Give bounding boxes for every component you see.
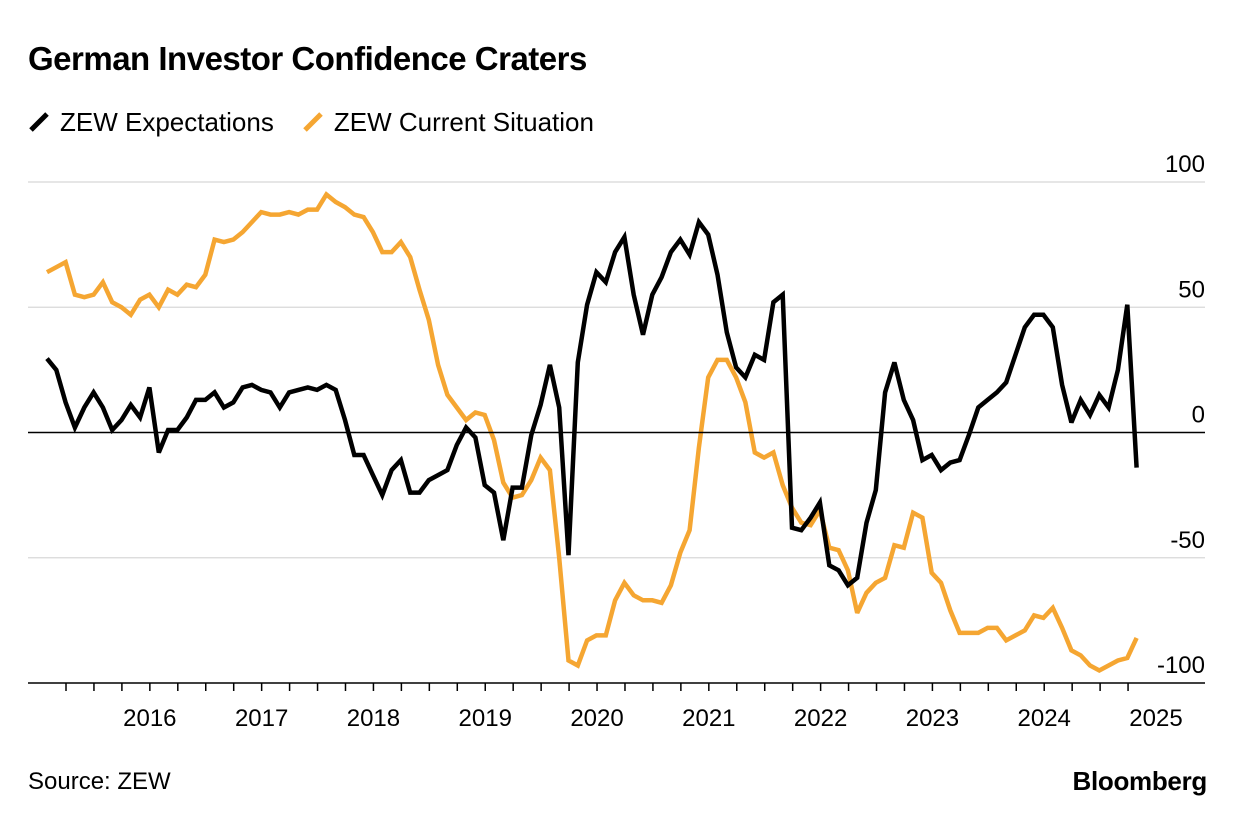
source-note: Source: ZEW bbox=[28, 768, 171, 795]
x-tick-label: 2023 bbox=[906, 705, 959, 732]
y-tick-label: 50 bbox=[1178, 276, 1205, 303]
axis-layer: 100 50 0 -50 -100 2016 2017 2018 2019 2020 2021 202… bbox=[28, 151, 1205, 732]
legend-item-current-situation: ZEW Current Situation bbox=[302, 107, 594, 138]
x-tick-label: 2024 bbox=[1018, 705, 1071, 732]
legend-item-expectations: ZEW Expectations bbox=[28, 107, 274, 138]
x-tick-label: 2018 bbox=[347, 705, 400, 732]
bloomberg-logo: Bloomberg bbox=[1072, 766, 1207, 796]
legend: ZEW Expectations ZEW Current Situation bbox=[28, 104, 594, 140]
legend-swatch-current-situation bbox=[303, 112, 323, 132]
x-tick-label: 2025 bbox=[1129, 705, 1182, 732]
chart-title: German Investor Confidence Craters bbox=[28, 40, 587, 77]
y-tick-label: 100 bbox=[1165, 151, 1205, 178]
x-tick-label: 2016 bbox=[123, 705, 176, 732]
x-tick-label: 2017 bbox=[235, 705, 288, 732]
legend-label-current-situation: ZEW Current Situation bbox=[333, 106, 594, 137]
x-tick-label: 2022 bbox=[794, 705, 847, 732]
series-line-expectations bbox=[45, 217, 1139, 589]
x-tick-label: 2020 bbox=[570, 705, 623, 732]
series-layer bbox=[45, 191, 1139, 674]
legend-label-expectations: ZEW Expectations bbox=[60, 106, 274, 137]
series-line-current-situation bbox=[45, 191, 1139, 674]
y-tick-label: -100 bbox=[1157, 652, 1205, 679]
grid-layer bbox=[28, 181, 1205, 559]
y-tick-label: 0 bbox=[1192, 402, 1205, 429]
x-tick-label: 2021 bbox=[682, 705, 735, 732]
x-tick-label: 2019 bbox=[459, 705, 512, 732]
legend-swatch-expectations bbox=[29, 112, 49, 132]
y-tick-label: -50 bbox=[1170, 527, 1205, 554]
